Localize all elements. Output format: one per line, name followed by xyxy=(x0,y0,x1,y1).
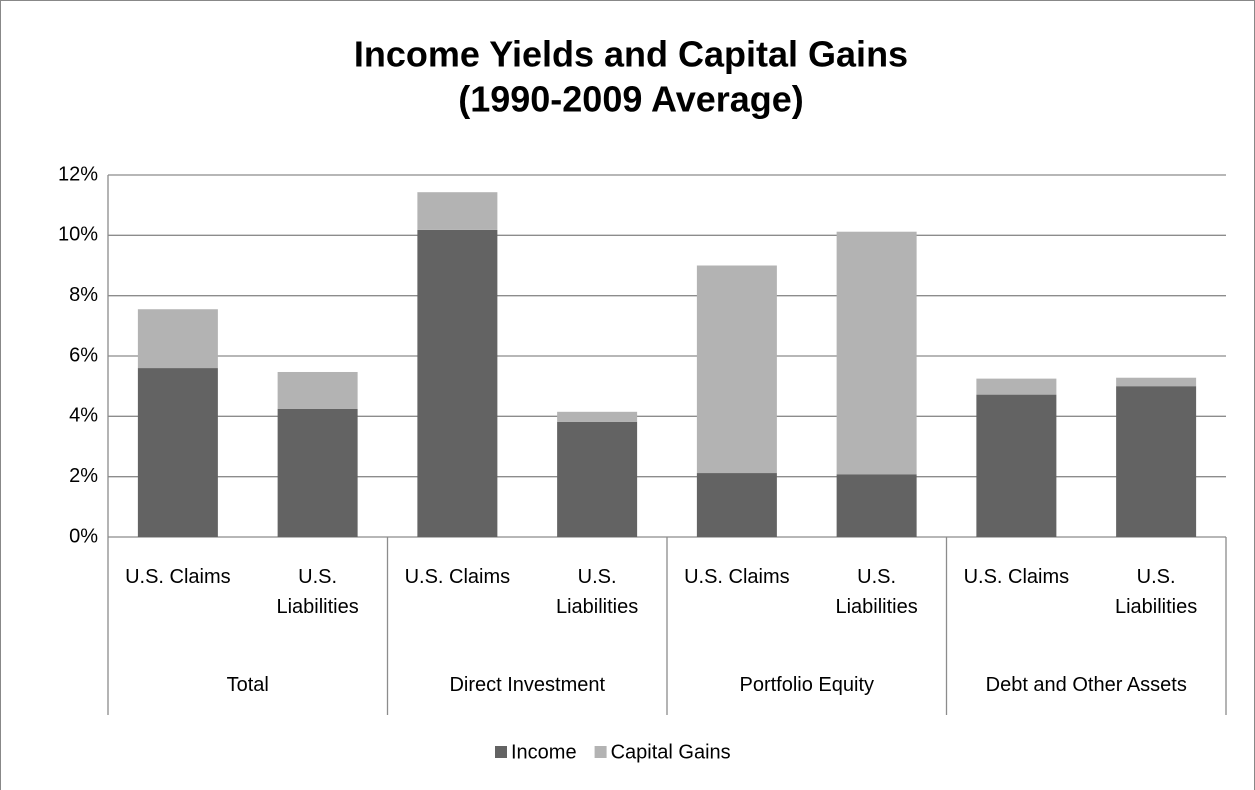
y-tick-label: 2% xyxy=(69,465,98,487)
x-tick-label: U.S. Liabilities xyxy=(1114,566,1198,618)
bar-segment xyxy=(557,421,638,537)
bar-segment xyxy=(137,368,218,537)
bar-segment xyxy=(1116,377,1197,387)
group-label: Total xyxy=(226,674,269,696)
x-tick-label: U.S. Claims xyxy=(684,566,790,588)
y-tick-label: 10% xyxy=(58,224,98,246)
bar-segment xyxy=(137,309,218,369)
bar-segment xyxy=(277,371,358,409)
bar-segment xyxy=(417,229,498,538)
bar-segment xyxy=(836,231,917,475)
legend-swatch xyxy=(594,746,607,758)
group-label: Debt and Other Assets xyxy=(985,674,1187,696)
chart-subtitle: (1990-2009 Average) xyxy=(458,79,804,120)
bar-segment xyxy=(1116,386,1197,537)
bar-segment xyxy=(277,408,358,537)
x-tick-label: U.S. Claims xyxy=(404,566,511,588)
group-label: Portfolio Equity xyxy=(739,674,874,696)
y-tick-label: 12% xyxy=(58,163,98,185)
y-tick-label: 0% xyxy=(69,525,98,547)
bar-segment xyxy=(976,378,1057,395)
bar-segment xyxy=(417,192,498,230)
bar-segment xyxy=(696,473,777,537)
bar-segment xyxy=(976,394,1057,537)
x-tick-label: U.S. Claims xyxy=(125,566,231,588)
y-tick-label: 6% xyxy=(69,344,98,366)
group-label: Direct Investment xyxy=(449,674,606,696)
bar-segment xyxy=(836,474,917,537)
legend-swatch xyxy=(495,746,507,758)
bar-segment xyxy=(557,411,638,422)
x-tick-label: U.S. Claims xyxy=(963,566,1070,588)
x-tick-label: U.S. Liabilities xyxy=(276,566,359,618)
x-tick-label: U.S. Liabilities xyxy=(835,566,918,618)
x-tick-label: U.S. Liabilities xyxy=(555,566,639,618)
y-tick-label: 4% xyxy=(69,405,98,427)
bar-segment xyxy=(696,265,777,474)
y-tick-label: 8% xyxy=(69,284,98,306)
legend-label: Income xyxy=(511,741,577,763)
legend-label: Capital Gains xyxy=(611,741,731,763)
chart-title: Income Yields and Capital Gains xyxy=(354,34,908,75)
